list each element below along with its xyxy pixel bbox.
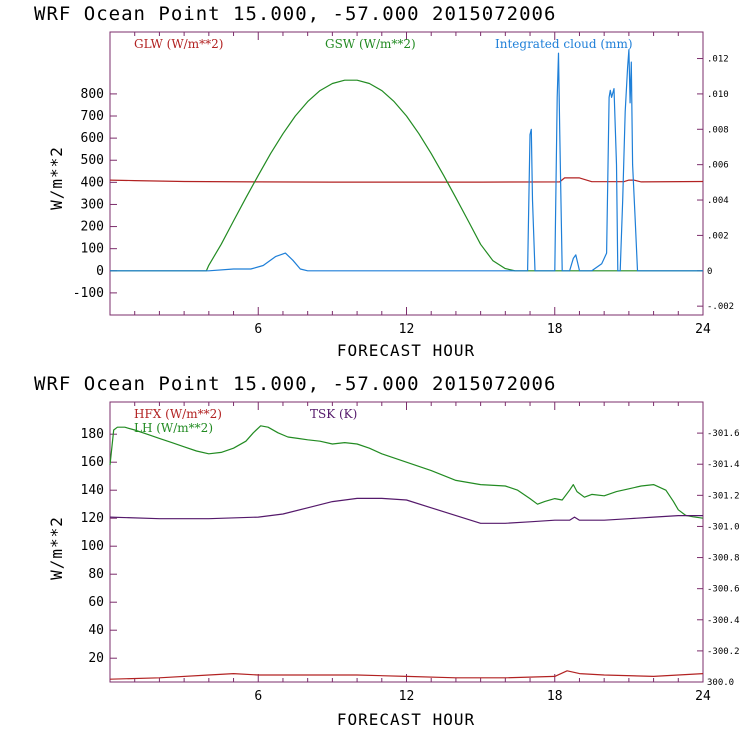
chart-bottom: WRF Ocean Point 15.000, -57.000 20150720… bbox=[34, 373, 740, 729]
y2-tick-label: -301.4 bbox=[707, 460, 740, 470]
y-tick-label: 40 bbox=[88, 623, 104, 638]
x-tick-label: 24 bbox=[695, 689, 711, 704]
y-tick-label: 140 bbox=[81, 483, 104, 498]
y2-tick-label: .002 bbox=[707, 231, 729, 241]
chart-top-right-axis: -.002 0 .002 .004 .006 .008 .010 .012 bbox=[697, 55, 734, 312]
chart-bottom-ylabel: W/m**2 bbox=[47, 516, 66, 580]
x-tick-label: 12 bbox=[399, 689, 415, 704]
y-tick-label: 500 bbox=[81, 153, 104, 168]
y-tick-label: 180 bbox=[81, 427, 104, 442]
y2-tick-label: 0 bbox=[707, 267, 712, 277]
y-tick-label: 600 bbox=[81, 131, 104, 146]
series-line-gsw bbox=[110, 79, 703, 272]
chart-top-ylabel: W/m**2 bbox=[47, 146, 66, 210]
y2-tick-label: .010 bbox=[707, 90, 729, 100]
chart-top: WRF Ocean Point 15.000, -57.000 20150720… bbox=[34, 3, 734, 360]
chart-bottom-series bbox=[109, 425, 704, 680]
y2-tick-label: .008 bbox=[707, 125, 729, 135]
legend-tsk: TSK (K) bbox=[310, 407, 357, 421]
series-line-lh bbox=[109, 425, 704, 519]
chart-bottom-xlabel: FORECAST HOUR bbox=[337, 710, 475, 729]
chart-top-title: WRF Ocean Point 15.000, -57.000 20150720… bbox=[34, 3, 556, 25]
chart-top-left-axis: -100 0 100 200 300 400 500 600 700 800 bbox=[73, 87, 117, 301]
y2-tick-label: -300.4 bbox=[707, 616, 740, 626]
chart-top-xlabel: FORECAST HOUR bbox=[337, 341, 475, 360]
series-line-glw bbox=[109, 177, 704, 183]
y2-tick-label: .012 bbox=[707, 55, 729, 65]
x-tick-label: 6 bbox=[254, 322, 262, 337]
chart-bottom-x-axis: 6 12 18 24 bbox=[109, 402, 711, 704]
y-tick-label: 160 bbox=[81, 455, 104, 470]
y-tick-label: 700 bbox=[81, 109, 104, 124]
chart-bottom-title: WRF Ocean Point 15.000, -57.000 20150720… bbox=[34, 373, 556, 395]
x-tick-label: 24 bbox=[695, 322, 711, 337]
y-tick-label: 200 bbox=[81, 220, 104, 235]
y-tick-label: 300 bbox=[81, 197, 104, 212]
y-tick-label: 800 bbox=[81, 87, 104, 102]
y-tick-label: 0 bbox=[96, 264, 104, 279]
y2-tick-label: -301.6 bbox=[707, 429, 740, 439]
legend-glw: GLW (W/m**2) bbox=[134, 37, 223, 51]
y-tick-label: 100 bbox=[81, 242, 104, 257]
y-tick-label: 100 bbox=[81, 539, 104, 554]
x-tick-label: 6 bbox=[254, 689, 262, 704]
y2-tick-label: -.002 bbox=[707, 302, 734, 312]
chart-bottom-left-axis: 20 40 60 80 100 120 140 160 180 bbox=[81, 427, 117, 666]
y2-tick-label: -300.8 bbox=[707, 554, 740, 564]
series-line-integrated-cloud bbox=[110, 49, 703, 272]
x-tick-label: 12 bbox=[399, 322, 415, 337]
chart-top-x-axis: 6 12 18 24 bbox=[109, 32, 711, 337]
x-tick-label: 18 bbox=[547, 689, 563, 704]
chart-top-series bbox=[109, 49, 704, 272]
series-line-tsk bbox=[109, 497, 703, 524]
y-tick-label: 120 bbox=[81, 511, 104, 526]
legend-hfx: HFX (W/m**2) bbox=[134, 407, 222, 421]
y2-tick-label: -301.2 bbox=[707, 491, 740, 501]
series-line-hfx bbox=[109, 670, 704, 680]
y-tick-label: -100 bbox=[73, 286, 104, 301]
y-tick-label: 400 bbox=[81, 175, 104, 190]
legend-gsw: GSW (W/m**2) bbox=[325, 37, 416, 51]
y2-tick-label: -300.6 bbox=[707, 585, 740, 595]
chart-top-frame bbox=[109, 31, 704, 316]
y2-tick-label: 300.0 bbox=[707, 678, 734, 688]
legend-lh: LH (W/m**2) bbox=[134, 421, 213, 435]
chart-bottom-frame bbox=[109, 401, 704, 683]
y-tick-label: 60 bbox=[88, 595, 104, 610]
y2-tick-label: -300.2 bbox=[707, 647, 740, 657]
y-tick-label: 80 bbox=[88, 567, 104, 582]
y2-tick-label: -301.0 bbox=[707, 522, 740, 532]
legend-integrated-cloud: Integrated cloud (mm) bbox=[495, 37, 633, 51]
y2-tick-label: .004 bbox=[707, 196, 729, 206]
y-tick-label: 20 bbox=[88, 651, 104, 666]
chart-bottom-right-axis: 300.0 -300.2 -300.4 -300.6 -300.8 -301.0 -301.… bbox=[697, 429, 740, 688]
x-tick-label: 18 bbox=[547, 322, 563, 337]
y2-tick-label: .006 bbox=[707, 161, 729, 171]
